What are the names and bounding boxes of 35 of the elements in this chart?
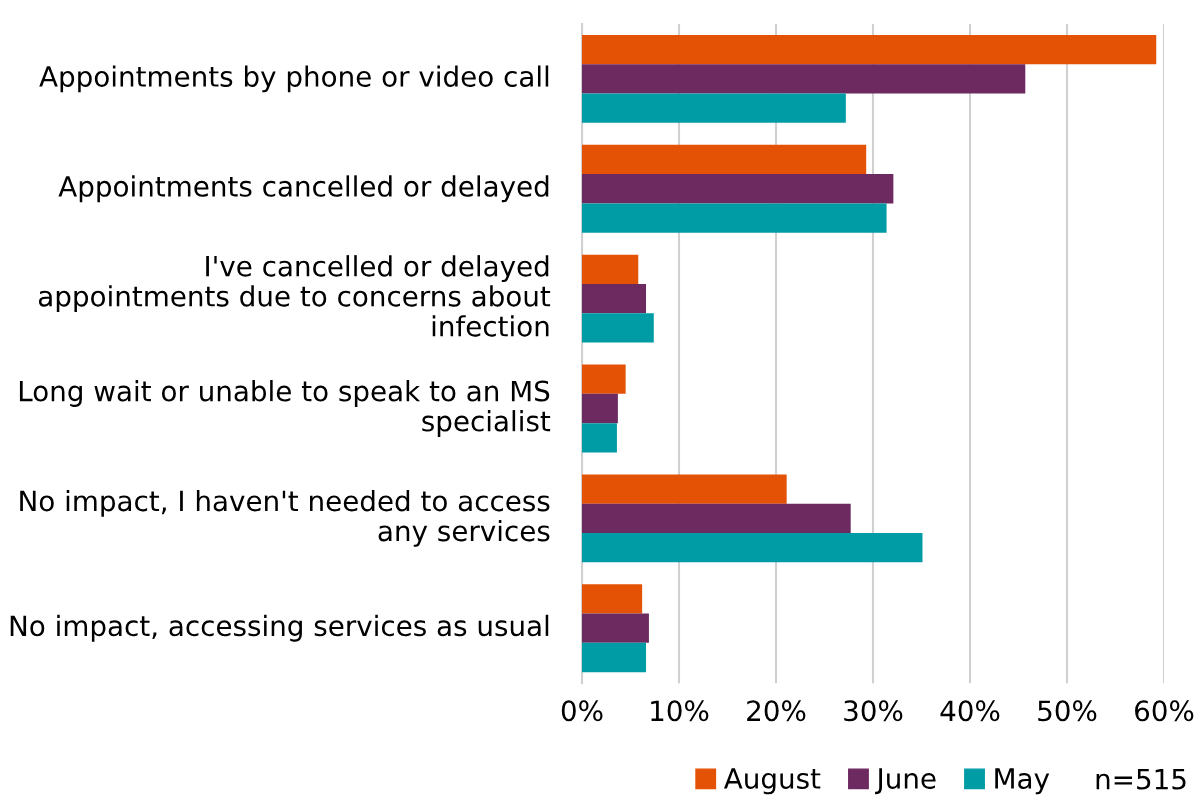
bar: [582, 613, 649, 643]
y-tick-label: I've cancelled or delayed appointments due to concerns about infection: [38, 255, 551, 337]
x-tick-label: 20%: [747, 700, 806, 722]
x-tick-label: 40%: [940, 700, 1000, 722]
bar: [582, 364, 626, 394]
bar: [582, 144, 867, 175]
bar: [582, 503, 851, 533]
y-tick-label: Appointments cancelled or delayed: [58, 175, 549, 203]
legend-label: May: [995, 768, 1050, 795]
bar: [582, 174, 894, 204]
bar: [582, 203, 887, 233]
bar: [582, 313, 654, 343]
bar: [582, 283, 647, 314]
x-tick-label: 60%: [1135, 700, 1194, 722]
bar: [582, 93, 846, 123]
bar: [582, 642, 647, 673]
y-tick-label: No impact, accessing services as usual: [10, 614, 549, 642]
legend-label: June: [875, 768, 936, 795]
x-tick-label: 0%: [561, 700, 603, 722]
bar: [582, 64, 1026, 94]
text: n=515: [1096, 768, 1186, 790]
bar: [582, 584, 643, 614]
y-tick-label: Appointments by phone or video call: [39, 65, 549, 93]
bar: [582, 533, 923, 563]
bar: [582, 254, 639, 284]
bar: [582, 423, 617, 453]
bar: [582, 474, 787, 504]
legend-label: August: [723, 768, 821, 795]
bar: [582, 34, 1157, 65]
x-tick-label: 10%: [651, 700, 709, 722]
x-tick-label: 50%: [1038, 700, 1097, 722]
y-tick-label: No impact, I haven't needed to access any services: [20, 489, 550, 547]
y-tick-label: Long wait or unable to speak to an MS specialist: [19, 380, 551, 437]
bar: [582, 393, 618, 424]
x-tick-label: 30%: [844, 700, 903, 722]
